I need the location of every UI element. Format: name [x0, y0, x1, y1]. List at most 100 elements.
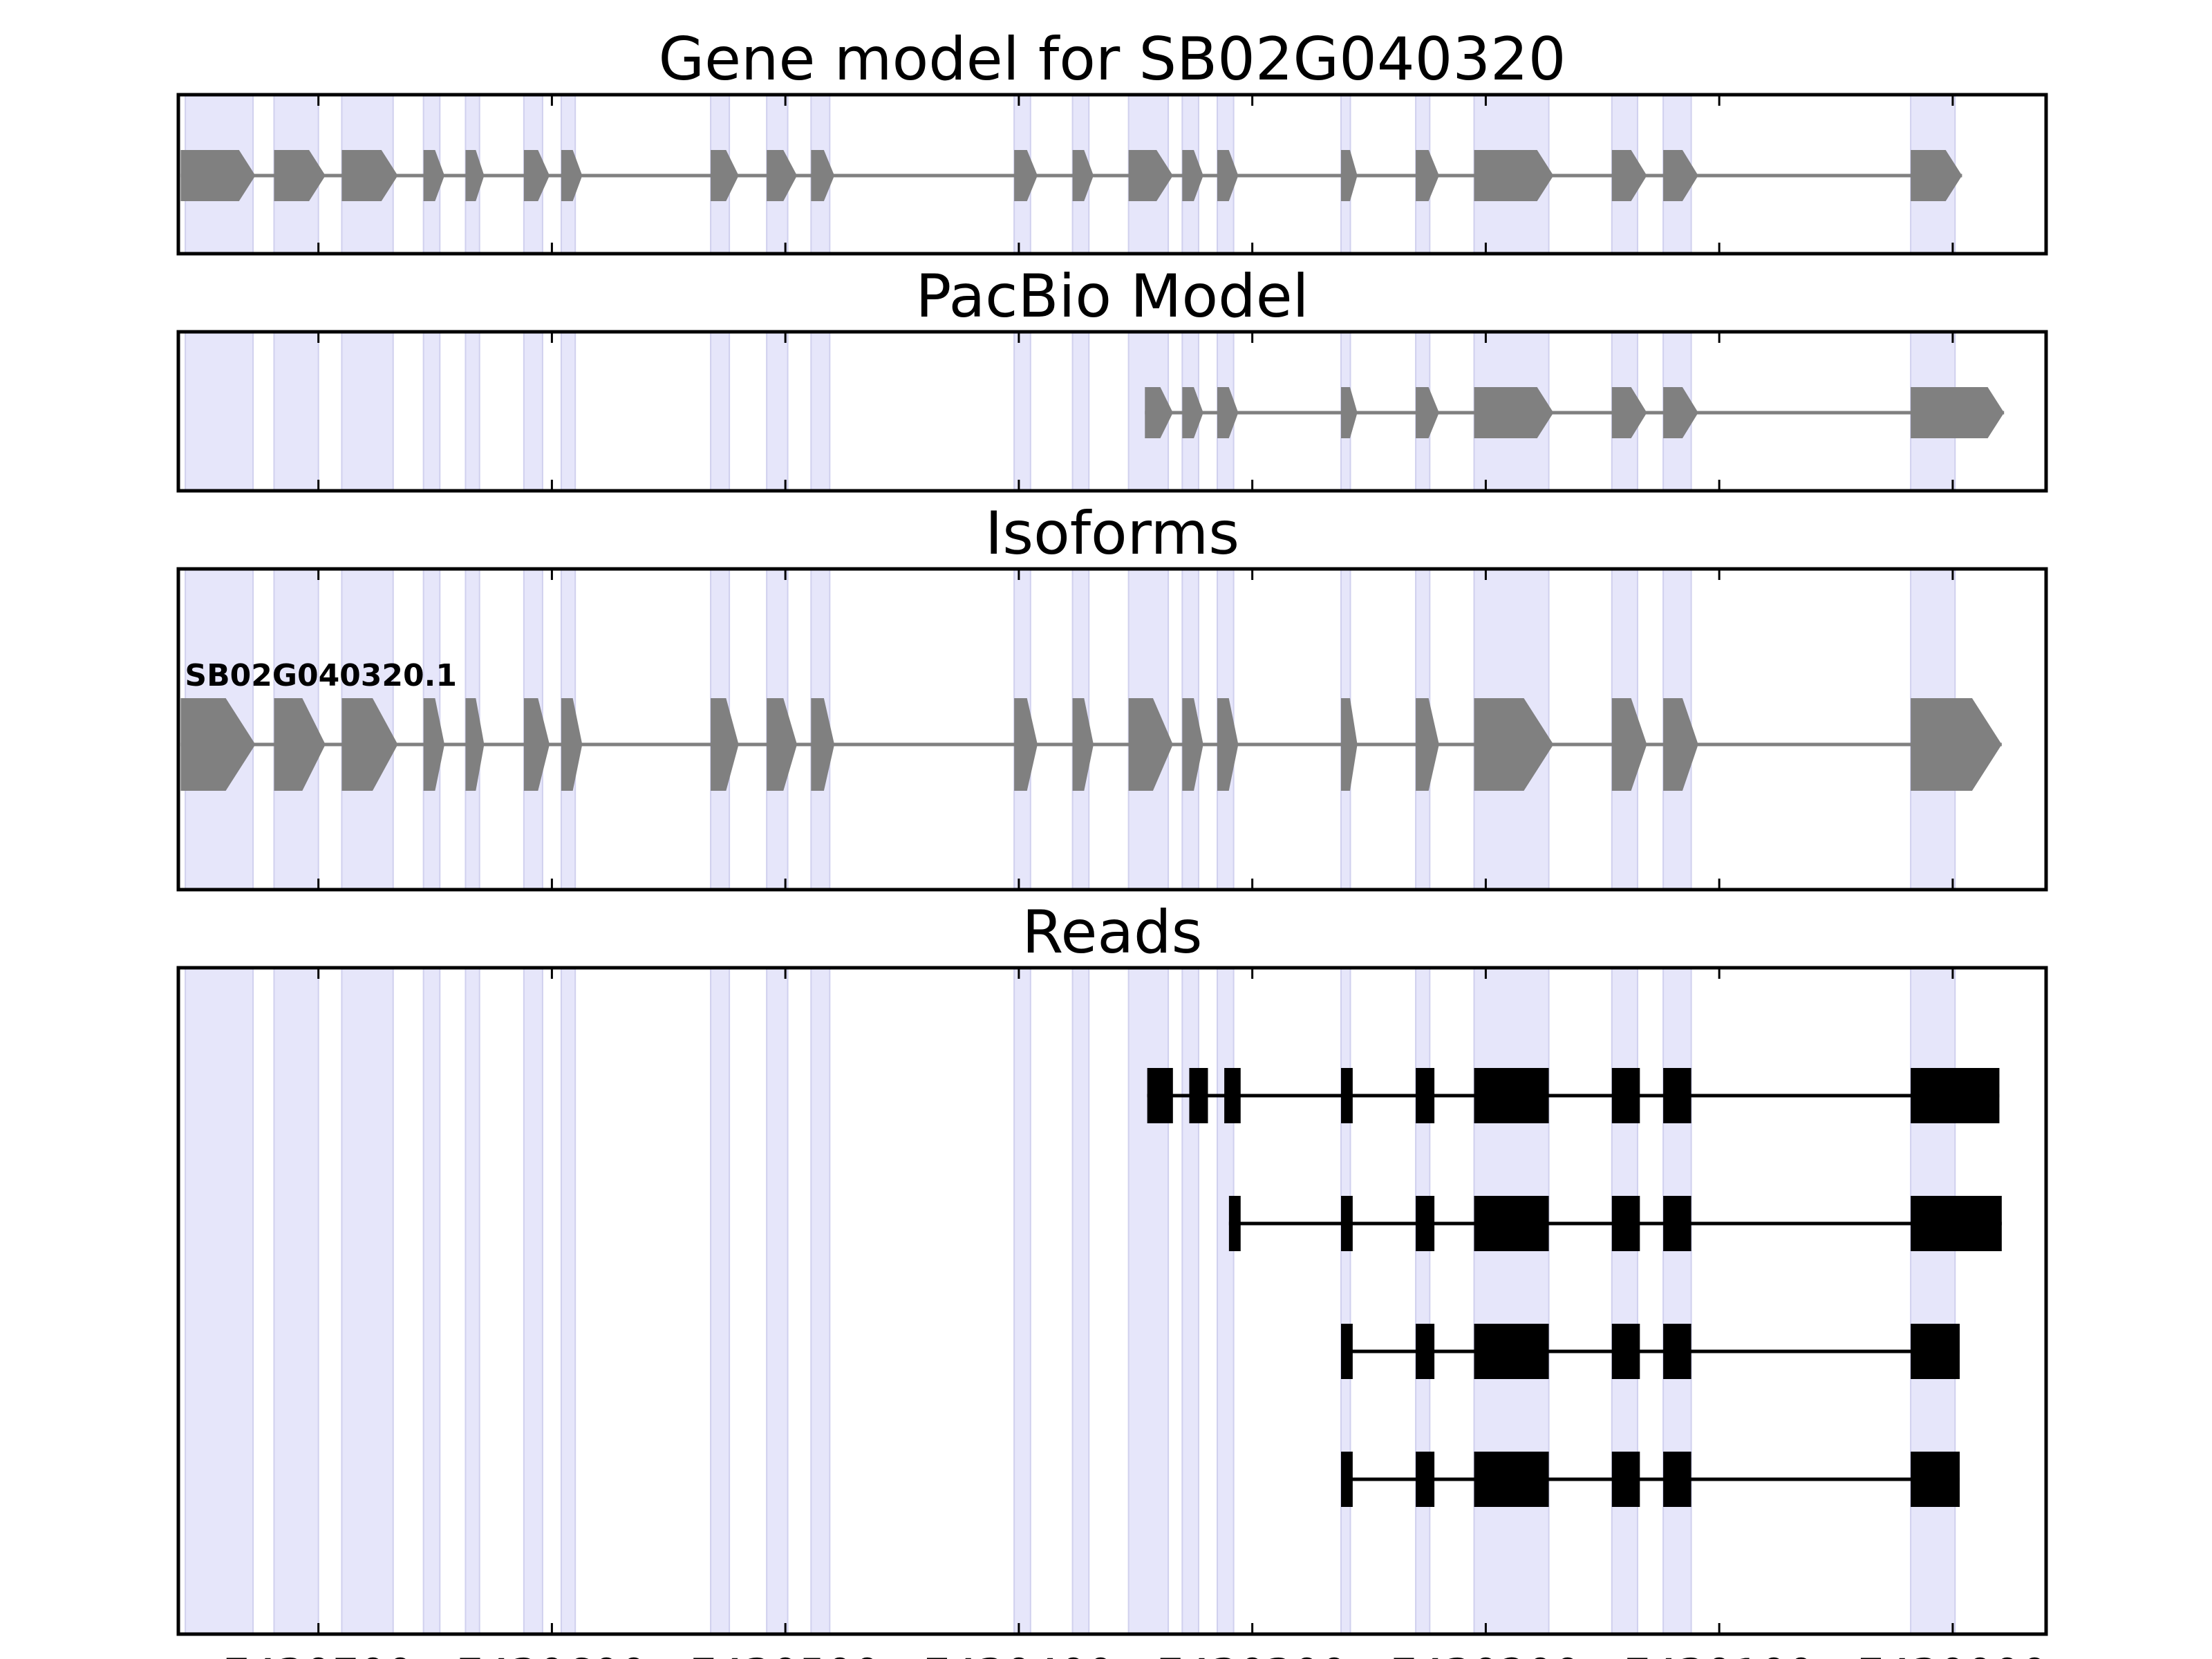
read-block: [1474, 1452, 1549, 1507]
panel-2: PacBio Model: [176, 262, 2048, 493]
read-block: [1911, 1068, 2000, 1123]
panel-frame: [176, 93, 2048, 256]
exon-block: [1911, 387, 2005, 438]
exon-block: [523, 698, 550, 791]
shaded-region: [523, 331, 543, 491]
exon-block: [767, 150, 798, 201]
read-block: [1416, 1068, 1435, 1123]
exon-block: [341, 150, 398, 201]
shaded-region: [1340, 967, 1351, 1635]
read-row: [1228, 1196, 2002, 1251]
shaded-region: [1071, 967, 1090, 1635]
exon-block: [274, 698, 326, 791]
shaded-region: [465, 331, 480, 491]
exon-block: [1014, 150, 1038, 201]
exon-block: [1182, 150, 1203, 201]
exon-block: [523, 150, 550, 201]
exon-block: [561, 698, 583, 791]
shaded-region: [1127, 967, 1170, 1635]
read-block: [1611, 1196, 1640, 1251]
read-block: [1416, 1324, 1435, 1379]
exon-block: [1663, 698, 1698, 791]
read-block: [1416, 1196, 1435, 1251]
x-tick-label: 7430100: [1624, 1649, 1815, 1659]
shaded-region: [710, 331, 731, 491]
read-block: [1340, 1196, 1353, 1251]
exon-block: [1182, 698, 1203, 791]
read-block: [1663, 1452, 1691, 1507]
read-block: [1474, 1068, 1549, 1123]
shaded-region: [1071, 331, 1090, 491]
panel-frame: [176, 330, 2048, 493]
exon-block: [180, 150, 256, 201]
exon-block: [1911, 698, 2002, 791]
exon-block: [1217, 698, 1239, 791]
panel-3: Isoforms SB02G040320.1: [176, 499, 2048, 892]
exon-block: [465, 150, 485, 201]
x-tick-label: 7430500: [690, 1649, 881, 1659]
read-block: [1224, 1068, 1241, 1123]
shaded-region: [1910, 967, 1956, 1635]
exon-block: [341, 698, 398, 791]
panel-title: Reads: [1022, 898, 1203, 967]
shaded-region: [810, 967, 831, 1635]
shaded-region: [1013, 331, 1031, 491]
exon-block: [811, 698, 835, 791]
exon-block: [1416, 387, 1439, 438]
transcript-row: SB02G040320.1: [180, 658, 2002, 791]
isoform-label: SB02G040320.1: [185, 658, 457, 693]
read-block: [1663, 1324, 1691, 1379]
shaded-region: [1611, 967, 1638, 1635]
exon-block: [180, 698, 256, 791]
exon-block: [465, 698, 485, 791]
panel-title: Isoforms: [985, 499, 1239, 568]
x-tick-label: 7430300: [1157, 1649, 1348, 1659]
exon-block: [1128, 698, 1173, 791]
panel-title: Gene model for SB02G040320: [659, 25, 1566, 94]
read-block: [1911, 1324, 1960, 1379]
x-tick-label: 7430700: [223, 1649, 414, 1659]
shaded-region: [766, 967, 789, 1635]
shaded-region: [422, 331, 441, 491]
shaded-region: [1415, 967, 1431, 1635]
shaded-region: [523, 967, 543, 1635]
exon-block: [1474, 150, 1554, 201]
shaded-region: [185, 331, 254, 491]
exon-block: [811, 150, 835, 201]
exon-block: [423, 698, 445, 791]
shaded-region: [710, 967, 731, 1635]
shaded-region: [1013, 967, 1031, 1635]
shaded-region: [1662, 967, 1692, 1635]
read-block: [1663, 1196, 1691, 1251]
shaded-region: [273, 967, 319, 1635]
exon-block: [1416, 698, 1439, 791]
read-block: [1474, 1324, 1549, 1379]
exon-block: [1014, 698, 1038, 791]
exon-block: [1663, 150, 1698, 201]
shaded-region: [560, 967, 577, 1635]
read-block: [1340, 1452, 1353, 1507]
exon-block: [274, 150, 326, 201]
panel-title: PacBio Model: [915, 262, 1309, 331]
exon-block: [1611, 698, 1647, 791]
shaded-region: [341, 331, 394, 491]
x-tick-label: 7430400: [924, 1649, 1114, 1659]
read-row: [1340, 1324, 1960, 1379]
exon-block: [1663, 387, 1698, 438]
exon-block: [1474, 698, 1554, 791]
exon-block: [1072, 698, 1094, 791]
exon-block: [1340, 698, 1358, 791]
read-block: [1611, 1068, 1640, 1123]
exon-block: [711, 150, 739, 201]
exon-block: [1072, 150, 1094, 201]
shaded-region: [1216, 967, 1235, 1635]
panel-4: Reads: [176, 898, 2048, 1636]
read-block: [1416, 1452, 1435, 1507]
exon-block: [1611, 387, 1647, 438]
exon-block: [1128, 150, 1173, 201]
panel-frame: [176, 567, 2048, 892]
exon-block: [1340, 387, 1358, 438]
read-block: [1474, 1196, 1549, 1251]
read-block: [1340, 1324, 1353, 1379]
